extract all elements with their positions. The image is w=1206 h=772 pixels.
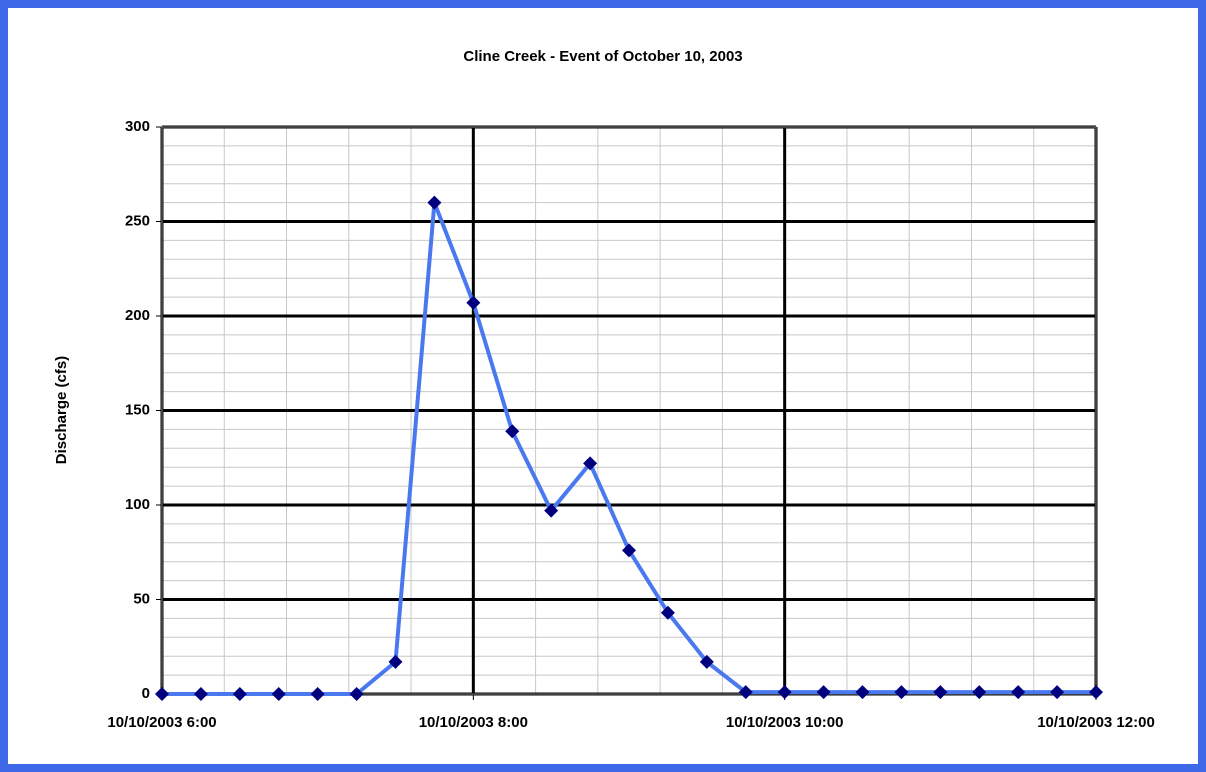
y-tick-label: 200 [125,307,150,324]
data-marker [855,685,870,700]
data-marker [660,605,675,620]
y-tick-label: 100 [125,496,150,513]
y-tick-label: 50 [133,590,150,607]
data-marker [622,543,636,558]
y-tick-label: 150 [125,401,150,418]
data-marker [427,195,442,210]
data-marker [193,687,208,701]
data-marker [544,503,559,518]
data-marker [310,687,325,701]
plot-border [161,126,1097,695]
data-marker [1050,685,1065,700]
y-tick-label: 250 [125,212,150,229]
x-tick-label: 10/10/2003 10:00 [726,714,844,731]
data-marker [388,654,403,669]
x-tick-label: 10/10/2003 12:00 [1037,714,1155,731]
y-tick-label: 0 [142,685,150,702]
y-axis-label: Discharge (cfs) [53,356,70,464]
data-marker [155,687,169,701]
data-marker [933,685,948,700]
data-marker [505,424,520,439]
data-marker [738,685,753,700]
data-marker [1011,685,1026,700]
data-marker [816,685,831,700]
data-marker [349,687,364,701]
data-marker [271,687,286,701]
data-marker [583,456,598,471]
data-marker [466,295,481,310]
data-marker [894,685,909,700]
chart-title: Cline Creek - Event of October 10, 2003 [463,48,742,65]
x-tick-label: 10/10/2003 6:00 [107,714,216,731]
y-tick-label: 300 [125,118,150,135]
data-marker [777,685,792,700]
data-marker [972,685,987,700]
data-marker [232,687,247,701]
x-tick-label: 10/10/2003 8:00 [419,714,528,731]
data-marker [1089,685,1103,700]
data-marker [699,654,714,669]
